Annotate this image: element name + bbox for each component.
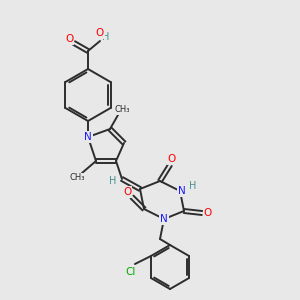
Text: O: O xyxy=(168,154,176,164)
Text: H: H xyxy=(102,32,110,42)
Text: N: N xyxy=(160,214,168,224)
Text: O: O xyxy=(123,187,131,197)
Text: N: N xyxy=(178,186,186,196)
Text: Cl: Cl xyxy=(126,267,136,277)
Text: CH₃: CH₃ xyxy=(114,106,130,115)
Text: H: H xyxy=(109,176,117,186)
Text: O: O xyxy=(204,208,212,218)
Text: O: O xyxy=(65,34,73,44)
Text: N: N xyxy=(84,132,92,142)
Text: CH₃: CH₃ xyxy=(69,173,85,182)
Text: H: H xyxy=(189,181,197,191)
Text: O: O xyxy=(96,28,104,38)
